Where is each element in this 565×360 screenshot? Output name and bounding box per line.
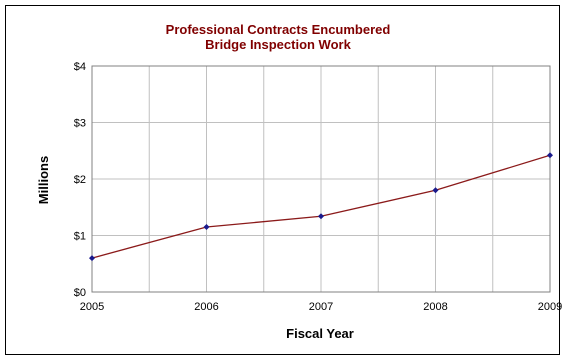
series-group [89,152,553,262]
x-tick-label: 2005 [80,301,104,313]
grid-lines [91,65,551,293]
y-tick-label: $0 [74,287,86,299]
y-axis-ticks: $0 $1 $2 $3 $4 [74,61,86,299]
y-axis-label: Millions [36,156,51,204]
x-tick-label: 2009 [538,301,562,313]
y-tick-label: $2 [74,174,86,186]
data-point [432,187,439,194]
data-point [89,255,95,262]
x-tick-label: 2007 [309,301,333,313]
chart-title-line-2: Bridge Inspection Work [205,37,351,52]
y-tick-label: $4 [74,61,86,73]
y-tick-label: $3 [74,118,86,130]
data-point [203,224,210,231]
plot-area [91,65,551,293]
x-tick-label: 2008 [423,301,447,313]
data-point [318,213,324,220]
x-axis-label: Fiscal Year [286,326,354,341]
chart-title-line-1: Professional Contracts Encumbered [166,22,391,37]
x-tick-label: 2006 [194,301,218,313]
y-tick-label: $1 [74,231,86,243]
x-axis-ticks: 2005 2006 2007 2008 2009 [80,301,562,313]
data-point [547,152,553,159]
